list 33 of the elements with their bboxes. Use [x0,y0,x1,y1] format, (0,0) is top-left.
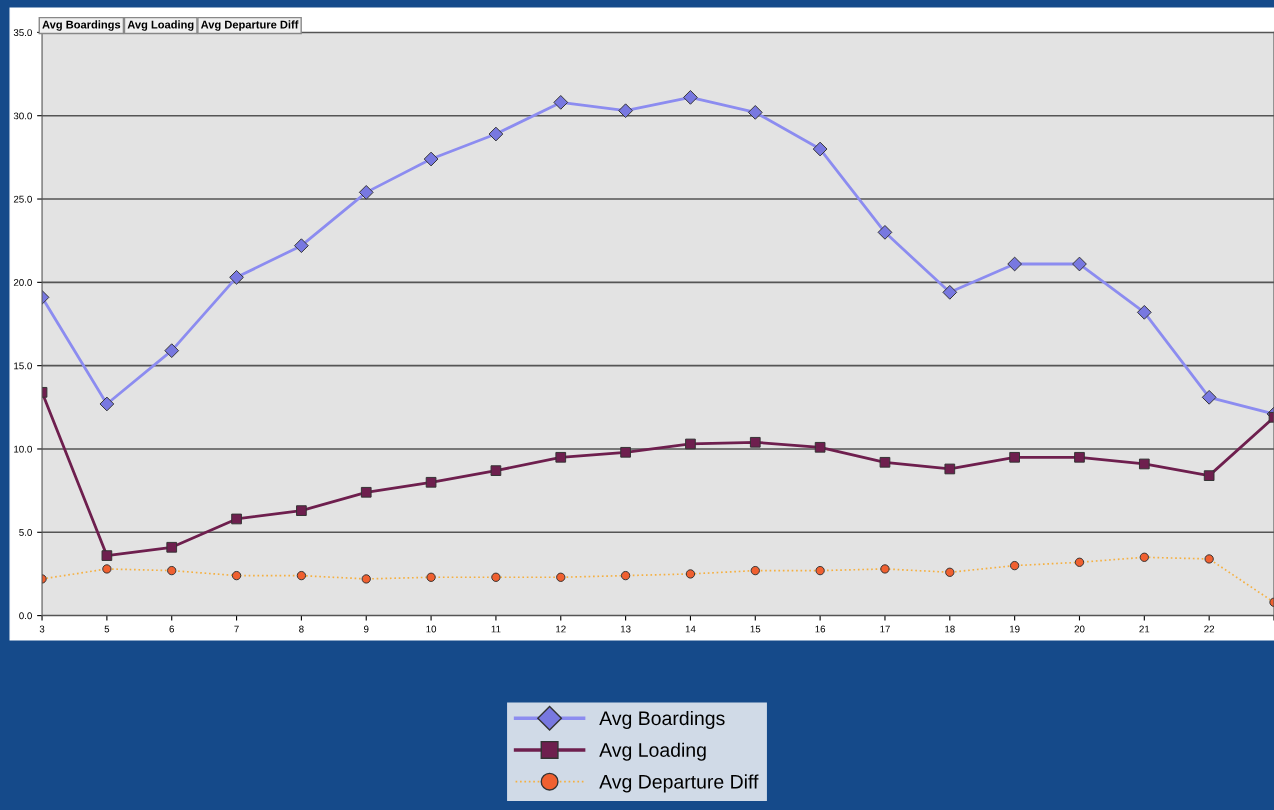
x-tick-label: 21 [1139,625,1150,633]
x-tick-label: 14 [685,625,696,633]
x-tick-label: 19 [1009,625,1020,633]
y-tick-label: 15.0 [14,362,32,370]
x-tick-label: 8 [299,625,304,633]
text: Avg Boardings [42,20,121,31]
x-tick-label: 22 [1204,625,1215,633]
legend-label: Avg Boardings [599,710,725,730]
y-tick-label: 30.0 [13,112,32,120]
legend-label: Avg Loading [599,742,706,761]
y-tick-label: 20.0 [13,279,32,286]
x-tick-label: 17 [880,625,890,633]
x-tick-label: 9 [363,625,369,633]
y-tick-label: 0.0 [19,612,32,620]
x-tick-label: 15 [750,625,761,633]
x-tick-label: 6 [169,625,174,633]
y-tick-label: 10.0 [14,445,32,453]
text: Avg Departure Diff [200,20,299,31]
x-tick-label: 20 [1074,625,1085,633]
x-tick-label: 12 [556,625,566,633]
y-tick-label: 25.0 [13,195,32,203]
legend-label: Avg Departure Diff [599,774,759,793]
x-tick-label: 18 [945,625,955,633]
x-tick-label: 16 [815,625,826,633]
x-tick-label: 3 [39,625,45,633]
x-tick-label: 7 [234,625,239,633]
x-tick-label: 5 [104,625,110,633]
x-tick-label: 13 [620,625,631,633]
x-tick-label: 10 [426,625,437,633]
y-tick-label: 5.0 [19,529,32,536]
x-tick-label: 11 [491,625,501,633]
text: Avg Loading [127,20,194,31]
y-tick-label: 35.0 [13,29,32,37]
